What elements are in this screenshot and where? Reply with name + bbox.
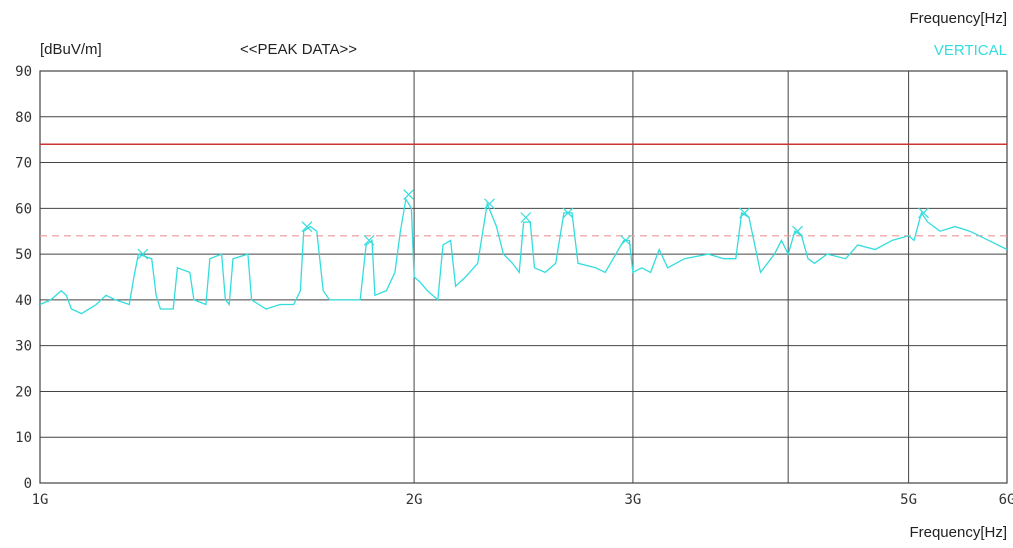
peak-marker	[620, 234, 632, 246]
peak-marker	[363, 234, 375, 246]
y-axis-label: [dBuV/m]	[40, 41, 102, 58]
peak-marker	[792, 225, 803, 237]
x-axis-label: Frequency[Hz]	[909, 524, 1007, 541]
peak-marker	[137, 248, 149, 260]
y-tick-label: 70	[15, 156, 32, 172]
y-tick-label: 20	[15, 384, 32, 400]
peak-marker	[562, 207, 574, 219]
y-tick-label: 10	[15, 430, 32, 446]
x-tick-label: 1G	[32, 492, 49, 508]
y-tick-label: 60	[15, 201, 32, 217]
y-tick-label: 50	[15, 247, 32, 263]
y-tick-label: 0	[24, 476, 32, 492]
peak-marker	[301, 221, 313, 233]
x-tick-label: 3G	[624, 492, 641, 508]
legend-vertical: VERTICAL	[933, 42, 1007, 59]
x-tick-label: 6G	[999, 492, 1013, 508]
x-tick-label: 2G	[406, 492, 423, 508]
y-tick-label: 40	[15, 293, 32, 309]
x-tick-label: 5G	[900, 492, 917, 508]
chart-title: <<PEAK DATA>>	[240, 41, 358, 58]
peak-marker	[520, 212, 532, 223]
peak-marker	[918, 207, 929, 219]
peak-marker	[484, 198, 495, 210]
peak-marker	[403, 189, 415, 201]
x-axis-unit-top: Frequency[Hz]	[909, 10, 1007, 27]
y-tick-label: 90	[15, 64, 32, 80]
series-line-vertical	[39, 197, 1008, 315]
y-tick-label: 80	[15, 110, 32, 126]
y-tick-label: 30	[15, 339, 32, 355]
plot-frame	[39, 70, 1008, 484]
peak-marker	[739, 207, 751, 219]
